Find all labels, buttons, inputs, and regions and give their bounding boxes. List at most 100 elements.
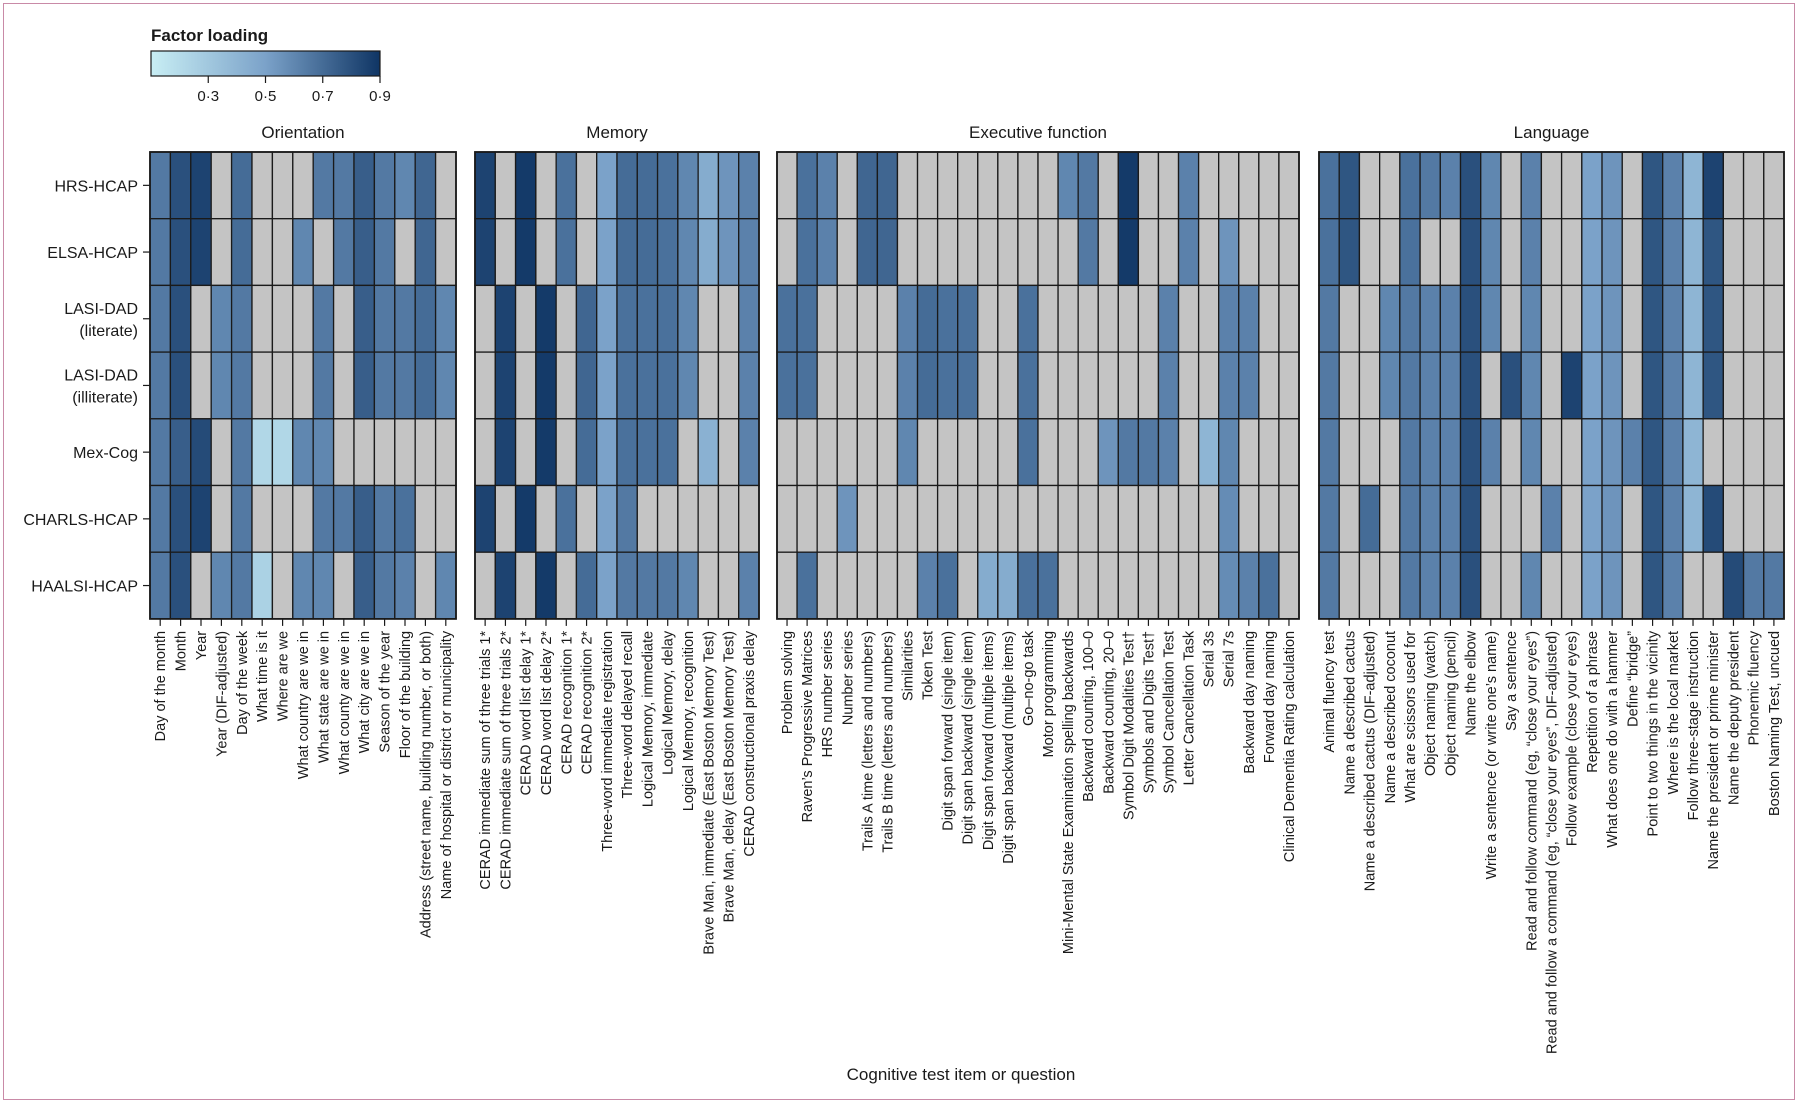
heatmap-cell xyxy=(1338,151,1361,220)
column-label: Digit span backward (multiple items) xyxy=(1001,631,1017,864)
legend-title: Factor loading xyxy=(151,26,268,45)
heatmap-cell xyxy=(575,484,598,553)
heatmap-cell xyxy=(1057,151,1079,220)
heatmap-cell xyxy=(677,284,699,353)
heatmap-cell xyxy=(1379,151,1401,220)
heatmap-cell xyxy=(636,484,659,553)
heatmap-cell xyxy=(738,151,760,220)
heatmap-cell xyxy=(1662,418,1684,487)
heatmap-cell xyxy=(1137,551,1160,620)
heatmap-cell xyxy=(474,218,496,287)
heatmap-cell xyxy=(1358,484,1381,553)
heatmap-cell xyxy=(957,484,979,553)
heatmap-cell xyxy=(896,218,919,287)
heatmap-cell xyxy=(1358,284,1381,353)
heatmap-cell xyxy=(1177,551,1200,620)
heatmap-cell xyxy=(414,351,437,420)
heatmap-cell xyxy=(149,484,172,553)
heatmap-cell xyxy=(1419,284,1441,353)
heatmap-cell xyxy=(292,284,314,353)
heatmap-cell xyxy=(353,351,376,420)
heatmap-cell xyxy=(1238,418,1260,487)
heatmap-cell xyxy=(717,418,740,487)
heatmap-cell xyxy=(1621,551,1644,620)
legend-tick-label: 0·3 xyxy=(197,88,219,105)
heatmap-cell xyxy=(1641,484,1664,553)
heatmap-cell xyxy=(474,484,496,553)
heatmap-cell xyxy=(575,351,598,420)
column-label: Brave Man, delay (East Boston Memory Tes… xyxy=(722,631,738,922)
column-label: Name the deputy president xyxy=(1726,631,1742,805)
heatmap-cell xyxy=(1702,151,1724,220)
heatmap-cell xyxy=(717,218,740,287)
heatmap-cell xyxy=(414,484,437,553)
column-label: Animal fluency test xyxy=(1322,631,1338,753)
heatmap-cell xyxy=(169,551,192,620)
column-label: CERAD immediate sum of three trials 2* xyxy=(498,631,514,890)
heatmap-cell xyxy=(876,418,899,487)
heatmap-cell xyxy=(292,218,314,287)
heatmap-cell xyxy=(776,284,798,353)
column-label: HRS number series xyxy=(820,631,836,758)
heatmap-cell xyxy=(434,284,457,353)
heatmap-cell xyxy=(230,351,253,420)
heatmap-cell xyxy=(1258,218,1280,287)
heatmap-cell xyxy=(876,218,899,287)
column-label: Digit span backward (single item) xyxy=(961,631,977,845)
heatmap-cell xyxy=(957,151,979,220)
heatmap-cell xyxy=(312,351,335,420)
heatmap-cell xyxy=(555,218,578,287)
column-label: Point to two things in the vicinity xyxy=(1646,630,1662,836)
heatmap-cell xyxy=(1581,218,1603,287)
heatmap-cell xyxy=(796,218,818,287)
heatmap-cell xyxy=(1682,218,1704,287)
heatmap-cell xyxy=(1439,484,1462,553)
heatmap-cell xyxy=(636,284,659,353)
heatmap-cell xyxy=(251,418,274,487)
heatmap-cell xyxy=(1621,484,1644,553)
heatmap-cell xyxy=(1581,151,1603,220)
heatmap-cell xyxy=(149,418,172,487)
heatmap-cell xyxy=(1238,218,1260,287)
heatmap-cell xyxy=(494,151,517,220)
column-label: What time is it xyxy=(255,631,271,722)
heatmap-cell xyxy=(169,218,192,287)
heatmap-cell xyxy=(916,284,939,353)
heatmap-cell xyxy=(555,284,578,353)
heatmap-cell xyxy=(717,484,740,553)
heatmap-cell xyxy=(251,284,274,353)
heatmap-cell xyxy=(796,351,818,420)
heatmap-cell xyxy=(169,284,192,353)
heatmap-cell xyxy=(1601,418,1623,487)
heatmap-cell xyxy=(414,151,437,220)
heatmap-cell xyxy=(1662,351,1684,420)
heatmap-cell xyxy=(1742,551,1765,620)
heatmap-cell xyxy=(1662,151,1684,220)
heatmap-cell xyxy=(1358,351,1381,420)
heatmap-cell xyxy=(271,484,294,553)
heatmap-cell xyxy=(836,551,858,620)
heatmap-cell xyxy=(1338,484,1361,553)
heatmap-cell xyxy=(1177,351,1200,420)
column-label: Object naming (pencil) xyxy=(1443,631,1459,776)
heatmap-cell xyxy=(373,418,396,487)
heatmap-cell xyxy=(149,351,172,420)
heatmap-cell xyxy=(1520,151,1543,220)
heatmap-cell xyxy=(514,284,537,353)
heatmap-cell xyxy=(1037,551,1059,620)
heatmap-cell xyxy=(1037,151,1059,220)
column-label: What country are we in xyxy=(296,631,312,779)
heatmap-cell xyxy=(1662,551,1684,620)
column-label: What county are we in xyxy=(337,631,353,774)
column-label: CERAD recognition 2* xyxy=(580,631,596,775)
heatmap-cell xyxy=(656,218,679,287)
heatmap-cell xyxy=(514,484,537,553)
heatmap-cell xyxy=(414,284,437,353)
column-label: Year xyxy=(194,631,210,660)
heatmap-cell xyxy=(776,418,798,487)
heatmap-cell xyxy=(1682,151,1704,220)
column-label: Logical Memory, delay xyxy=(661,630,677,775)
heatmap-cell xyxy=(1318,484,1340,553)
heatmap-cell xyxy=(1258,351,1280,420)
heatmap-cell xyxy=(251,351,274,420)
